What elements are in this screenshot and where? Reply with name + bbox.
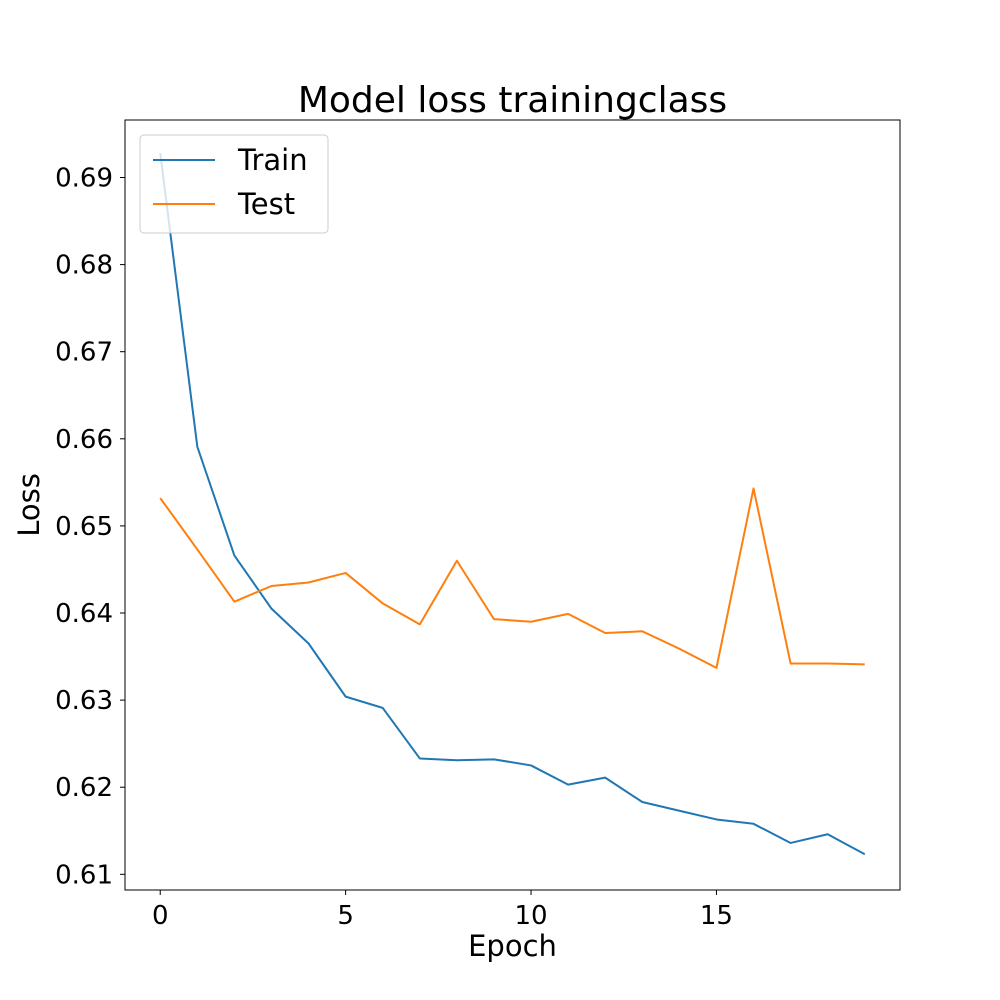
y-tick-label: 0.63 <box>55 686 113 716</box>
x-tick-label: 5 <box>337 901 354 931</box>
y-tick-label: 0.68 <box>55 251 113 281</box>
y-tick-label: 0.65 <box>55 512 113 542</box>
y-tick-label: 0.67 <box>55 338 113 368</box>
legend-label-test: Test <box>237 187 295 221</box>
legend: Train Test <box>139 134 329 234</box>
x-tick-label: 10 <box>514 901 547 931</box>
legend-label-train: Train <box>237 143 308 177</box>
y-tick-label: 0.66 <box>55 425 113 455</box>
series-line-train <box>159 152 866 856</box>
series-line-test <box>159 487 865 669</box>
y-axis-ticks: 0.61 0.62 0.63 0.64 0.65 0.66 0.67 0.68 0.69 <box>55 163 125 890</box>
x-tick-label: 0 <box>152 901 169 931</box>
y-tick-label: 0.69 <box>55 163 113 193</box>
x-axis-ticks: 0 5 10 15 <box>152 890 733 931</box>
chart-title: Model loss trainingclass <box>298 80 727 121</box>
y-tick-label: 0.62 <box>55 773 113 803</box>
plot-frame <box>124 119 901 891</box>
series-layer <box>159 152 866 856</box>
y-tick-label: 0.64 <box>55 599 113 629</box>
y-axis-label: Loss <box>12 473 46 537</box>
y-tick-label: 0.61 <box>55 860 113 890</box>
x-axis-label: Epoch <box>468 929 557 963</box>
x-tick-label: 15 <box>700 901 733 931</box>
